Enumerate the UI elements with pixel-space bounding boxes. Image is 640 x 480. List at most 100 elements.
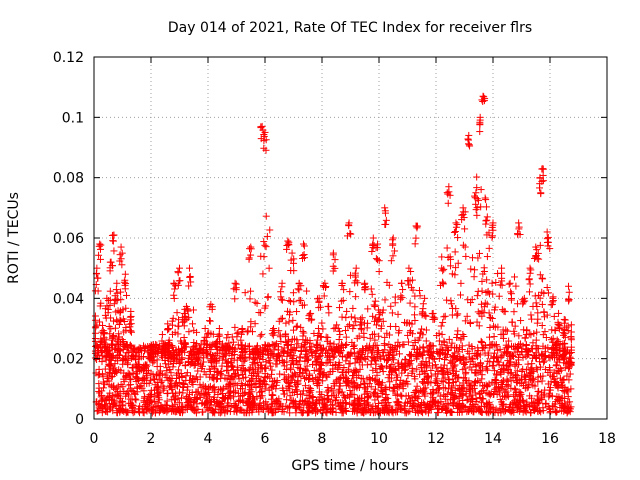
noise-point	[484, 382, 492, 390]
x-axis-label: GPS time / hours	[291, 458, 408, 474]
noise-point	[523, 366, 531, 374]
y-axis-label: ROTI / TECUs	[6, 192, 22, 284]
scatter-point	[447, 297, 455, 305]
noise-point	[545, 393, 553, 401]
peak-point	[95, 251, 103, 259]
peak-point	[369, 234, 377, 242]
scatter-point	[486, 323, 494, 331]
x-tick-label: 16	[541, 431, 559, 447]
noise-point	[351, 350, 359, 358]
scatter-point	[325, 309, 333, 317]
scatter-point	[485, 244, 493, 252]
peak-point	[526, 280, 534, 288]
scatter-point	[351, 314, 359, 322]
scatter-point	[338, 313, 346, 321]
scatter-point	[265, 264, 273, 272]
scatter-point	[487, 341, 495, 349]
scatter-point	[247, 287, 255, 295]
x-tick-label: 0	[90, 431, 99, 447]
noise-point	[279, 358, 287, 366]
noise-point	[181, 362, 189, 370]
scatter-point	[500, 307, 508, 315]
scatter-point	[463, 312, 471, 320]
scatter-point	[488, 279, 496, 287]
scatter-point	[495, 292, 503, 300]
noise-point	[280, 390, 288, 398]
peak-point	[121, 270, 129, 278]
scatter-point	[503, 327, 511, 335]
noise-point	[393, 390, 401, 398]
scatter-point	[293, 322, 301, 330]
x-tick-label: 2	[147, 431, 156, 447]
scatter-point	[528, 315, 536, 323]
scatter-point	[438, 330, 446, 338]
noise-point	[185, 390, 193, 398]
scatter-point	[567, 328, 575, 336]
peak-point	[299, 255, 307, 263]
noise-point	[218, 386, 226, 394]
scatter-point	[477, 186, 485, 194]
noise-point	[294, 340, 302, 348]
peak-point	[407, 268, 415, 276]
scatter-point	[489, 322, 497, 330]
peak-point	[331, 256, 339, 264]
noise-point	[561, 388, 569, 396]
scatter-point	[349, 304, 357, 312]
peak-point	[389, 252, 397, 260]
scatter-point	[257, 252, 265, 260]
x-tick-label: 12	[427, 431, 445, 447]
scatter-point	[266, 226, 274, 234]
scatter-point	[314, 324, 322, 332]
peak-point	[565, 282, 573, 290]
noise-point	[427, 389, 435, 397]
peak-point	[505, 280, 513, 288]
noise-point	[552, 409, 560, 417]
peak-point	[315, 298, 323, 306]
scatter-point	[473, 211, 481, 219]
peak-point	[113, 279, 121, 287]
peak-point	[277, 288, 285, 296]
scatter-point	[515, 332, 523, 340]
peak-point	[483, 213, 491, 221]
noise-point	[179, 389, 187, 397]
scatter-point	[534, 315, 542, 323]
scatter-point	[352, 293, 360, 301]
peak-point	[515, 219, 523, 227]
noise-point	[269, 350, 277, 358]
scatter-point	[282, 319, 290, 327]
peak-point	[247, 245, 255, 253]
chart-title: Day 014 of 2021, Rate Of TEC Index for r…	[168, 20, 532, 36]
peak-point	[373, 256, 381, 264]
scatter-point	[567, 336, 575, 344]
noise-point	[95, 380, 103, 388]
scatter-point	[470, 273, 478, 281]
scatter-point	[536, 241, 544, 249]
peak-point	[165, 325, 173, 333]
x-tick-label: 8	[318, 431, 327, 447]
scatter-point	[440, 313, 448, 321]
noise-point	[158, 377, 166, 385]
scatter-point	[474, 308, 482, 316]
scatter-point	[278, 314, 286, 322]
scatter-point	[457, 279, 465, 287]
scatter-point	[474, 254, 482, 262]
scatter-point	[471, 266, 479, 274]
scatter-point	[231, 323, 239, 331]
noise-point	[539, 358, 547, 366]
scatter-point	[375, 268, 383, 276]
scatter-point	[540, 308, 548, 316]
peak-point	[109, 237, 117, 245]
scatter-point	[482, 196, 490, 204]
peak-point	[99, 321, 107, 329]
scatter-point	[454, 327, 462, 335]
scatter-point	[293, 308, 301, 316]
scatter-point	[347, 313, 355, 321]
scatter-point	[560, 339, 568, 347]
scatter-point	[387, 257, 395, 265]
peak-point	[231, 279, 239, 287]
peak-point	[329, 251, 337, 259]
noise-point	[564, 393, 572, 401]
noise-point	[511, 385, 519, 393]
scatter-point	[387, 302, 395, 310]
scatter-point	[364, 305, 372, 313]
